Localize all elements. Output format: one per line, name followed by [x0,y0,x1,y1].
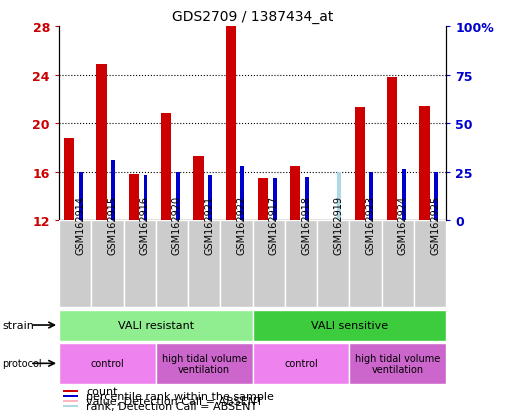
Text: VALI sensitive: VALI sensitive [311,320,388,330]
Text: control: control [90,358,124,368]
Bar [176,173,180,221]
Bar [64,138,74,221]
Bar [252,310,446,341]
Bar [387,78,397,221]
Bar [337,173,341,221]
Text: GSM162918: GSM162918 [301,196,311,255]
Text: high tidal volume
ventilation: high tidal volume ventilation [162,353,247,374]
Bar [208,176,212,221]
Bar [414,221,446,308]
Bar [63,400,78,402]
Bar [252,221,285,308]
Bar [349,221,382,308]
Bar [129,175,139,221]
Bar [156,343,252,384]
Text: GSM162917: GSM162917 [269,196,279,255]
Text: GSM162914: GSM162914 [75,196,85,255]
Bar [59,310,252,341]
Bar [434,173,438,221]
Bar [193,157,204,221]
Bar [188,221,221,308]
Bar [111,160,115,221]
Bar [156,221,188,308]
Bar [161,114,171,221]
Text: protocol: protocol [3,358,42,368]
Bar [63,390,78,392]
Bar [79,173,83,221]
Bar [285,221,317,308]
Bar [369,173,373,221]
Bar [124,221,156,308]
Title: GDS2709 / 1387434_at: GDS2709 / 1387434_at [172,10,333,24]
Bar [144,176,147,221]
Text: GSM162919: GSM162919 [333,196,343,255]
Text: GSM162921: GSM162921 [204,196,214,255]
Text: count: count [86,386,117,396]
Text: rank, Detection Call = ABSENT: rank, Detection Call = ABSENT [86,401,258,411]
Bar [63,395,78,397]
Bar [241,166,244,221]
Bar [317,221,349,308]
Bar [221,221,252,308]
Text: GSM162922: GSM162922 [236,196,247,255]
Text: GSM162924: GSM162924 [398,196,408,255]
Bar [96,64,107,221]
Bar [354,108,365,221]
Text: percentile rank within the sample: percentile rank within the sample [86,391,274,401]
Bar [290,166,301,221]
Text: VALI resistant: VALI resistant [118,320,194,330]
Bar [273,178,277,221]
Text: GSM162916: GSM162916 [140,196,150,255]
Text: high tidal volume
ventilation: high tidal volume ventilation [356,353,441,374]
Text: strain: strain [3,320,34,330]
Text: GSM162925: GSM162925 [430,196,440,255]
Bar [252,343,349,384]
Bar [226,27,236,221]
Bar [59,343,156,384]
Bar [305,177,309,221]
Bar [258,178,268,221]
Bar [91,221,124,308]
Bar [63,405,78,407]
Text: control: control [284,358,318,368]
Bar [419,107,429,221]
Text: GSM162923: GSM162923 [366,196,376,255]
Bar [349,343,446,384]
Bar [382,221,414,308]
Bar [402,170,406,221]
Text: GSM162920: GSM162920 [172,196,182,255]
Text: GSM162915: GSM162915 [107,196,117,255]
Bar [59,221,91,308]
Text: value, Detection Call = ABSENT: value, Detection Call = ABSENT [86,396,263,406]
